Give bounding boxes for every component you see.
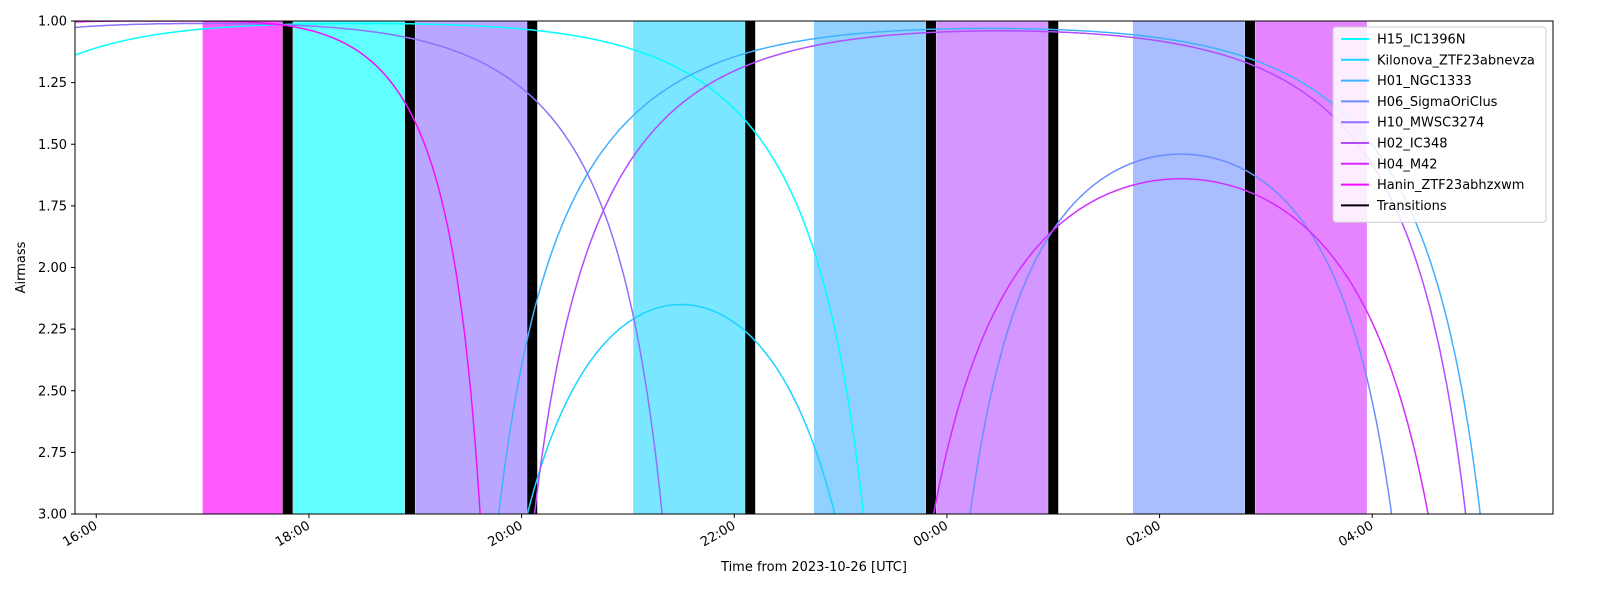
transition-marker-2 bbox=[527, 21, 538, 514]
y-axis-label: Airmass bbox=[14, 241, 29, 293]
legend-entry: H02_IC348 bbox=[1377, 137, 1448, 152]
x-axis-ticks: 16:00 18:00 20:00 22:00 00:00 02:00 04:00 bbox=[60, 514, 1376, 550]
legend-entry: H06_SigmaOriClus bbox=[1377, 95, 1498, 110]
y-tick-label: 1.50 bbox=[38, 138, 67, 153]
legend-entry: H15_IC1396N bbox=[1377, 33, 1466, 48]
y-tick-label: 2.75 bbox=[38, 446, 67, 461]
transition-marker-4 bbox=[925, 21, 936, 514]
x-tick-label: 16:00 bbox=[60, 518, 100, 550]
legend-entry: Hanin_ZTF23abhzxwm bbox=[1377, 178, 1524, 193]
curve-H06_SigmaOriClus bbox=[969, 153, 1393, 514]
transition-marker-1 bbox=[404, 21, 415, 514]
observing-blocks bbox=[202, 21, 1367, 514]
curve-H10_MWSC3274 bbox=[75, 22, 663, 514]
y-tick-label: 3.00 bbox=[38, 508, 67, 523]
legend-entry: H01_NGC1333 bbox=[1377, 74, 1472, 89]
curve-H15_IC1396N bbox=[75, 22, 865, 514]
transition-marker-6 bbox=[1244, 21, 1255, 514]
airmass-curves bbox=[75, 21, 1481, 514]
curve-Kilonova_ZTF23abnevza bbox=[526, 303, 836, 514]
curve-H04_M42 bbox=[932, 178, 1429, 514]
curve-H02_IC348 bbox=[533, 30, 1467, 514]
x-tick-label: 00:00 bbox=[911, 518, 951, 550]
legend-entry: Kilonova_ZTF23abnevza bbox=[1377, 53, 1535, 68]
observing-block-0 bbox=[202, 21, 283, 514]
y-tick-label: 2.00 bbox=[38, 261, 67, 276]
x-tick-label: 04:00 bbox=[1336, 518, 1376, 550]
legend-box bbox=[1332, 26, 1547, 223]
observing-block-2 bbox=[415, 21, 527, 514]
x-tick-label: 18:00 bbox=[273, 518, 313, 550]
transition-markers bbox=[282, 21, 1255, 514]
y-tick-label: 2.50 bbox=[38, 384, 67, 399]
curve-H01_NGC1333 bbox=[497, 27, 1481, 514]
curve-Hanin_ZTF23abhzxwm bbox=[75, 21, 481, 514]
observing-block-5 bbox=[936, 21, 1048, 514]
legend: H15_IC1396N Kilonova_ZTF23abnevza H01_NGC1… bbox=[1332, 26, 1547, 223]
y-tick-label: 2.25 bbox=[38, 323, 67, 338]
legend-entry: H04_M42 bbox=[1377, 157, 1438, 172]
observing-block-4 bbox=[814, 21, 926, 514]
transition-marker-0 bbox=[282, 21, 293, 514]
observing-block-6 bbox=[1132, 21, 1245, 514]
y-tick-label: 1.75 bbox=[38, 199, 67, 214]
x-axis-label: Time from 2023-10-26 [UTC] bbox=[720, 560, 907, 575]
y-tick-label: 1.00 bbox=[38, 15, 67, 30]
legend-entry: Transitions bbox=[1376, 199, 1447, 214]
x-tick-label: 22:00 bbox=[698, 518, 738, 550]
x-tick-label: 02:00 bbox=[1124, 518, 1164, 550]
y-tick-label: 1.25 bbox=[38, 76, 67, 91]
x-tick-label: 20:00 bbox=[486, 518, 526, 550]
observing-block-1 bbox=[292, 21, 405, 514]
legend-entry: H10_MWSC3274 bbox=[1377, 116, 1484, 131]
transition-marker-3 bbox=[745, 21, 756, 514]
y-axis-ticks: 1.00 1.25 1.50 1.75 2.00 2.25 2.50 2.75 3.00 bbox=[38, 15, 75, 523]
transition-marker-5 bbox=[1048, 21, 1059, 514]
observing-block-3 bbox=[633, 21, 745, 514]
